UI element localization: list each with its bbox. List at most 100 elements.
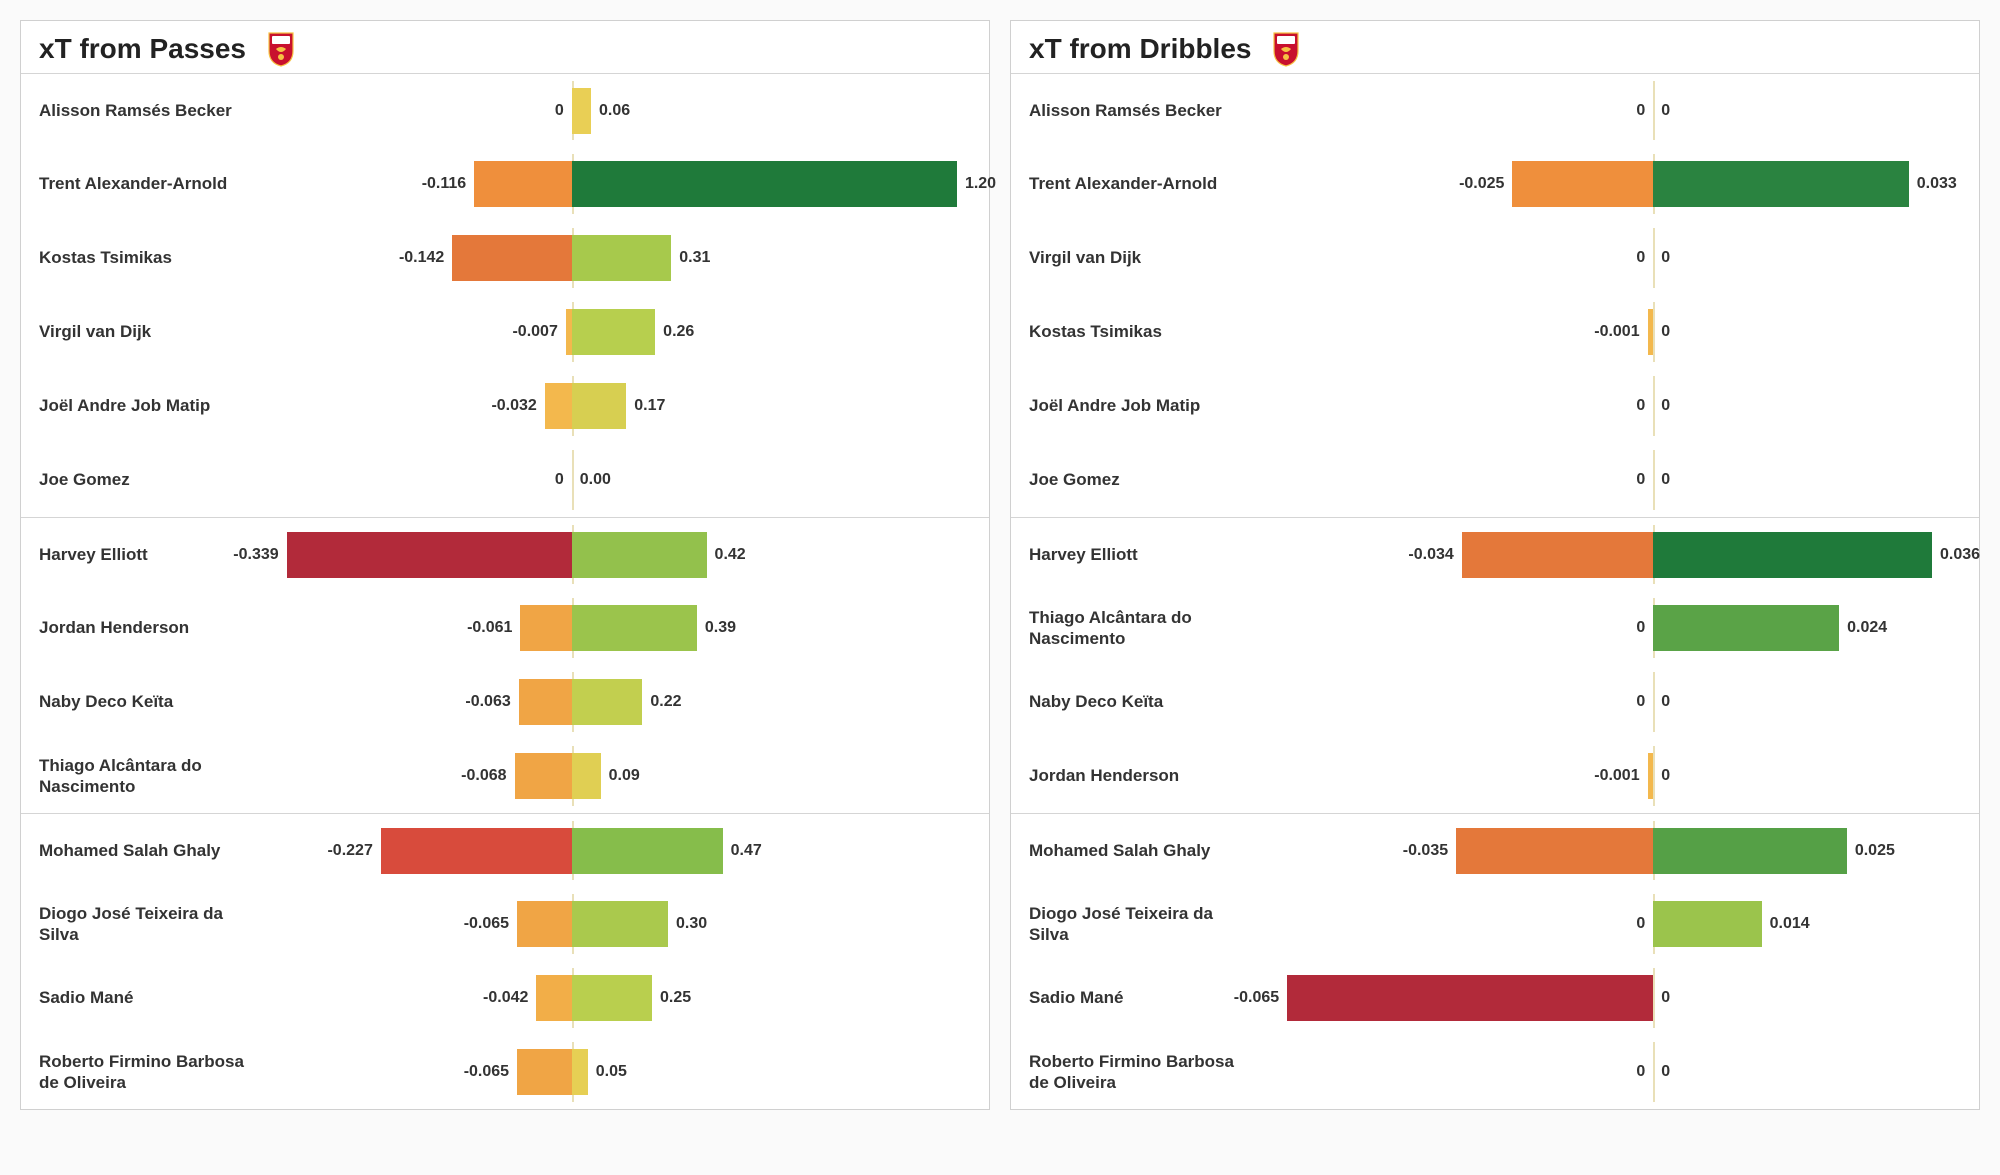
value-label-positive: 0.025 (1855, 842, 1895, 860)
value-label-positive: 0 (1661, 693, 1670, 711)
value-label-negative: -0.339 (233, 546, 278, 564)
bar-negative (1648, 309, 1654, 355)
value-label-negative: -0.227 (327, 842, 372, 860)
bar-area: -0.0610.39 (269, 591, 973, 665)
player-name: Mohamed Salah Ghaly (1029, 840, 1259, 861)
zero-axis-line (1653, 1042, 1655, 1101)
value-label-negative: -0.065 (464, 915, 509, 933)
bar-negative (1462, 532, 1653, 578)
player-name: Joe Gomez (39, 469, 269, 490)
chart-header: xT from Dribbles (1011, 21, 1979, 73)
bar-negative (545, 383, 572, 429)
player-name: Thiago Alcântara do Nascimento (1029, 607, 1259, 650)
bar-area: -0.0320.17 (269, 369, 973, 443)
chart-panel-dribbles: xT from Dribbles Alisson Ramsés Becker00… (1010, 20, 1980, 1110)
value-label-negative: 0 (1636, 915, 1645, 933)
bar-area: -0.0250.033 (1259, 147, 1963, 221)
player-row: Virgil van Dijk00 (1011, 221, 1979, 295)
player-row: Diogo José Teixeira da Silva-0.0650.30 (21, 887, 989, 961)
player-row: Naby Deco Keïta-0.0630.22 (21, 665, 989, 739)
player-row: Thiago Alcântara do Nascimento00.024 (1011, 591, 1979, 665)
bar-area: 00.024 (1259, 591, 1963, 665)
value-label-positive: 0.00 (580, 471, 611, 489)
bar-area: 00 (1259, 665, 1963, 739)
bar-positive (1653, 532, 1932, 578)
zero-axis-line (1653, 376, 1655, 435)
value-label-positive: 0.42 (715, 546, 746, 564)
bar-negative (474, 161, 572, 207)
player-row: Jordan Henderson-0.0610.39 (21, 591, 989, 665)
player-name: Roberto Firmino Barbosa de Oliveira (1029, 1051, 1259, 1094)
bar-negative (452, 235, 571, 281)
bar-area: 00 (1259, 1035, 1963, 1109)
value-label-positive: 0.05 (596, 1063, 627, 1081)
player-row: Trent Alexander-Arnold-0.0250.033 (1011, 147, 1979, 221)
bar-area: 00 (1259, 443, 1963, 517)
value-label-negative: -0.034 (1408, 546, 1453, 564)
team-crest-icon (266, 31, 296, 67)
value-label-negative: -0.025 (1459, 175, 1504, 193)
value-label-negative: -0.042 (483, 989, 528, 1007)
bar-positive (572, 605, 697, 651)
bar-area: 00 (1259, 221, 1963, 295)
bar-area: -0.0680.09 (269, 739, 973, 813)
value-label-positive: 0.06 (599, 102, 630, 120)
bar-positive (572, 309, 655, 355)
player-name: Joe Gomez (1029, 469, 1259, 490)
chart-title: xT from Passes (39, 33, 246, 65)
bar-positive (1653, 828, 1847, 874)
value-label-positive: 0 (1661, 1063, 1670, 1081)
bar-area: -0.0350.025 (1259, 814, 1963, 887)
bar-negative (519, 679, 572, 725)
player-row: Roberto Firmino Barbosa de Oliveira-0.06… (21, 1035, 989, 1109)
value-label-negative: -0.001 (1594, 767, 1639, 785)
bar-area: -0.1161.20 (269, 147, 973, 221)
bar-positive (572, 161, 957, 207)
player-name: Diogo José Teixeira da Silva (39, 903, 269, 946)
bar-negative (1287, 975, 1653, 1021)
value-label-positive: 0.17 (634, 397, 665, 415)
value-label-negative: 0 (1636, 397, 1645, 415)
zero-axis-line (1653, 672, 1655, 731)
value-label-negative: 0 (1636, 102, 1645, 120)
bar-negative (517, 901, 572, 947)
player-row: Sadio Mané-0.0650 (1011, 961, 1979, 1035)
player-row: Kostas Tsimikas-0.0010 (1011, 295, 1979, 369)
player-row: Joe Gomez00 (1011, 443, 1979, 517)
player-row: Trent Alexander-Arnold-0.1161.20 (21, 147, 989, 221)
zero-axis-line (1653, 302, 1655, 361)
chart-rows: Alisson Ramsés Becker00.06Trent Alexande… (21, 73, 989, 1109)
player-row: Alisson Ramsés Becker00.06 (21, 73, 989, 147)
team-crest-icon (1271, 31, 1301, 67)
value-label-positive: 0 (1661, 249, 1670, 267)
value-label-positive: 0 (1661, 102, 1670, 120)
bar-area: -0.0630.22 (269, 665, 973, 739)
value-label-negative: -0.063 (465, 693, 510, 711)
player-row: Joël Andre Job Matip00 (1011, 369, 1979, 443)
bar-area: -0.2270.47 (269, 814, 973, 887)
bar-positive (572, 753, 601, 799)
player-row: Thiago Alcântara do Nascimento-0.0680.09 (21, 739, 989, 813)
player-row: Joël Andre Job Matip-0.0320.17 (21, 369, 989, 443)
value-label-negative: 0 (1636, 693, 1645, 711)
player-row: Roberto Firmino Barbosa de Oliveira00 (1011, 1035, 1979, 1109)
chart-panel-passes: xT from Passes Alisson Ramsés Becker00.0… (20, 20, 990, 1110)
bar-positive (572, 88, 591, 134)
bar-positive (572, 1049, 588, 1095)
bar-positive (572, 532, 707, 578)
chart-rows: Alisson Ramsés Becker00Trent Alexander-A… (1011, 73, 1979, 1109)
zero-axis-line (1653, 968, 1655, 1027)
zero-axis-line (1653, 81, 1655, 139)
player-name: Naby Deco Keïta (1029, 691, 1259, 712)
player-row: Naby Deco Keïta00 (1011, 665, 1979, 739)
player-row: Mohamed Salah Ghaly-0.2270.47 (21, 813, 989, 887)
value-label-negative: 0 (1636, 249, 1645, 267)
value-label-positive: 0.024 (1847, 619, 1887, 637)
bar-negative (517, 1049, 572, 1095)
bar-positive (1653, 901, 1761, 947)
player-name: Trent Alexander-Arnold (1029, 173, 1259, 194)
bar-area: -0.0650.30 (269, 887, 973, 961)
player-name: Harvey Elliott (1029, 544, 1259, 565)
charts-container: xT from Passes Alisson Ramsés Becker00.0… (20, 20, 1980, 1110)
player-name: Sadio Mané (1029, 987, 1259, 1008)
